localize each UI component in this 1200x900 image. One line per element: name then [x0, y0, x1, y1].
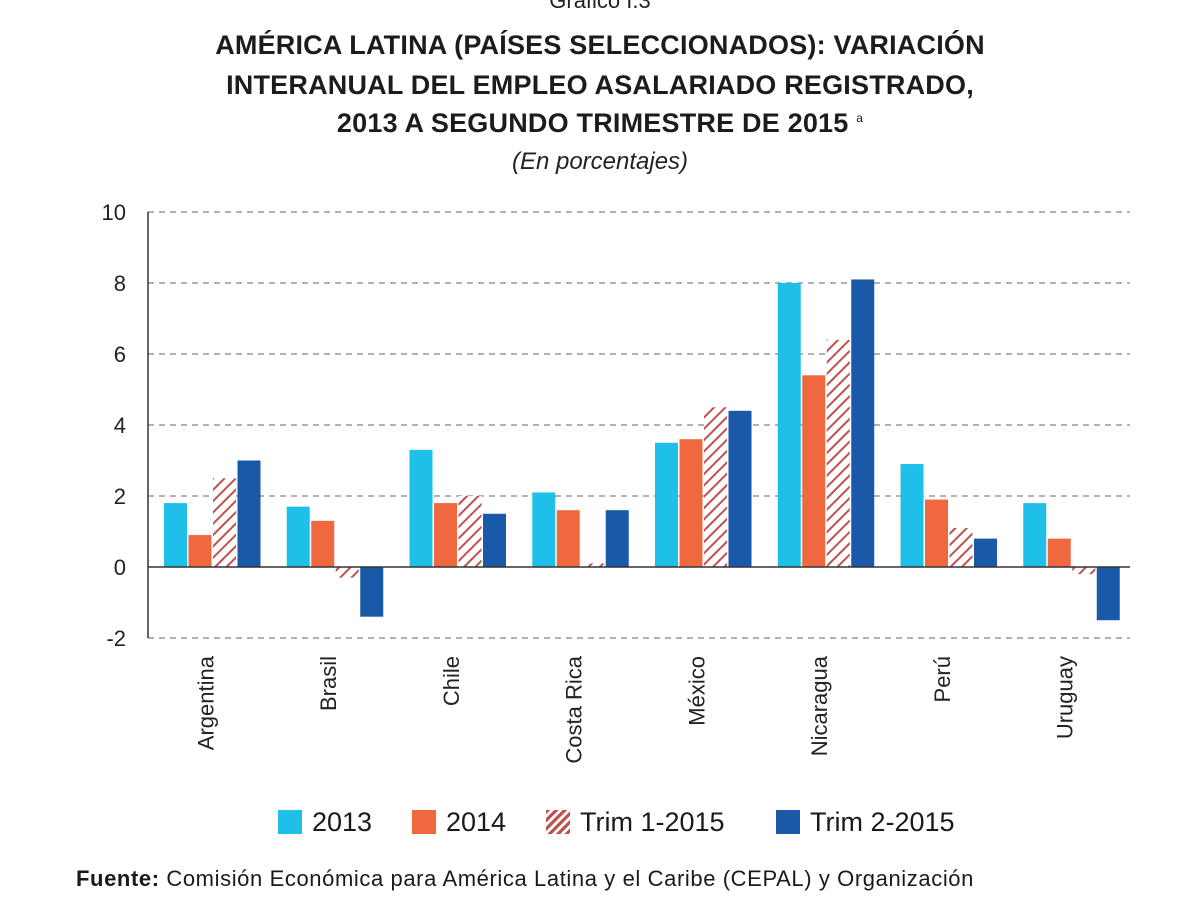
chart-title-line-3-wrap: 2013 A SEGUNDO TRIMESTRE DE 2015 a: [0, 108, 1200, 139]
bar-trim1-2015: [213, 478, 236, 567]
grid-lines: [148, 211, 1130, 639]
bar-trim2-2015: [483, 513, 506, 567]
bar-trim2-2015: [605, 510, 629, 567]
y-tick-label: -2: [106, 626, 126, 651]
bar-trim2-2015: [974, 538, 997, 567]
bar-2014: [925, 499, 948, 567]
bar-2013: [900, 464, 924, 567]
chart-title-line-3: 2013 A SEGUNDO TRIMESTRE DE 2015: [336, 108, 849, 138]
legend-item-trim1: Trim 1-2015: [546, 804, 725, 840]
x-category-label: Uruguay: [1053, 656, 1078, 739]
bar-trim2-2015: [728, 410, 752, 567]
chart-title-line-2: INTERANUAL DEL EMPLEO ASALARIADO REGISTR…: [226, 70, 974, 100]
bar-2013: [777, 283, 801, 567]
legend-swatch-2013: [278, 810, 302, 834]
legend-item-2014: 2014: [412, 804, 506, 840]
bar-2013: [1023, 503, 1047, 567]
axis-labels: 10 8 6 4 2 0 -2 Argentina Brasil Chile Costa Rica M…: [102, 200, 1078, 764]
y-tick-label: 0: [114, 555, 126, 580]
bar-trim1-2015: [704, 407, 727, 567]
y-tick-label: 6: [114, 342, 126, 367]
bar-2014: [188, 535, 212, 567]
bar-trim2-2015: [851, 279, 875, 567]
bar-2014: [434, 503, 457, 567]
x-category-label: Argentina: [193, 655, 218, 750]
x-category-label: Chile: [439, 656, 464, 706]
chart-title-line-1: AMÉRICA LATINA (PAÍSES SELECCIONADOS): V…: [215, 30, 985, 60]
y-tick-label: 4: [114, 413, 126, 438]
x-category-label: Nicaragua: [807, 655, 832, 756]
bar-2014: [556, 510, 580, 567]
y-tick-label: 2: [114, 484, 126, 509]
bar-trim1-2015: [826, 339, 850, 567]
axes: [147, 212, 1130, 638]
legend-label-trim1: Trim 1-2015: [580, 806, 725, 837]
y-tick-label: 10: [102, 200, 126, 225]
bar-2013: [409, 449, 433, 567]
bar-trim2-2015: [360, 567, 384, 617]
y-tick-label: 8: [114, 271, 126, 296]
chart-subtitle: (En porcentajes): [511, 148, 689, 175]
x-category-label: Brasil: [316, 656, 341, 711]
legend-item-trim2: Trim 2-2015: [776, 804, 955, 840]
legend-label-2014: 2014: [446, 806, 507, 837]
source-note: Fuente: Comisión Económica para América …: [76, 866, 974, 892]
legend-swatch-trim2: [776, 810, 800, 834]
chart-number: Gráfico I.3: [549, 0, 651, 13]
x-category-label: Perú: [930, 656, 955, 702]
bar-trim1-2015: [581, 563, 605, 567]
legend-swatch-trim1: [546, 810, 570, 834]
bar-trim2-2015: [237, 460, 261, 567]
bar-trim2-2015: [1096, 567, 1120, 621]
bar-trim1-2015: [949, 527, 973, 567]
x-category-label: México: [684, 656, 709, 726]
bar-trim1-2015: [1072, 567, 1096, 575]
bar-2013: [655, 442, 678, 567]
bar-2014: [1047, 538, 1071, 567]
bar-series: [164, 279, 1120, 621]
legend-label-trim2: Trim 2-2015: [810, 806, 955, 837]
legend-item-2013: 2013: [278, 804, 372, 840]
bar-2013: [532, 492, 556, 567]
bar-2014: [311, 520, 335, 567]
x-category-label: Costa Rica: [562, 655, 587, 763]
bar-2013: [164, 503, 187, 567]
bar-2014: [679, 439, 703, 567]
bar-2014: [802, 375, 826, 567]
legend: 2013 2014 Trim 1-2015 Trim 2-2015: [0, 804, 1200, 844]
legend-label-2013: 2013: [312, 806, 373, 837]
source-text: Comisión Económica para América Latina y…: [166, 866, 974, 891]
bar-trim1-2015: [458, 496, 482, 567]
bar-trim1-2015: [335, 567, 359, 578]
chart-title-note: a: [856, 111, 864, 125]
bar-2013: [286, 506, 310, 567]
legend-swatch-2014: [412, 810, 436, 834]
bar-chart: 10 8 6 4 2 0 -2 Argentina Brasil Chile Costa Rica M…: [102, 200, 1130, 764]
source-label: Fuente:: [76, 866, 160, 891]
